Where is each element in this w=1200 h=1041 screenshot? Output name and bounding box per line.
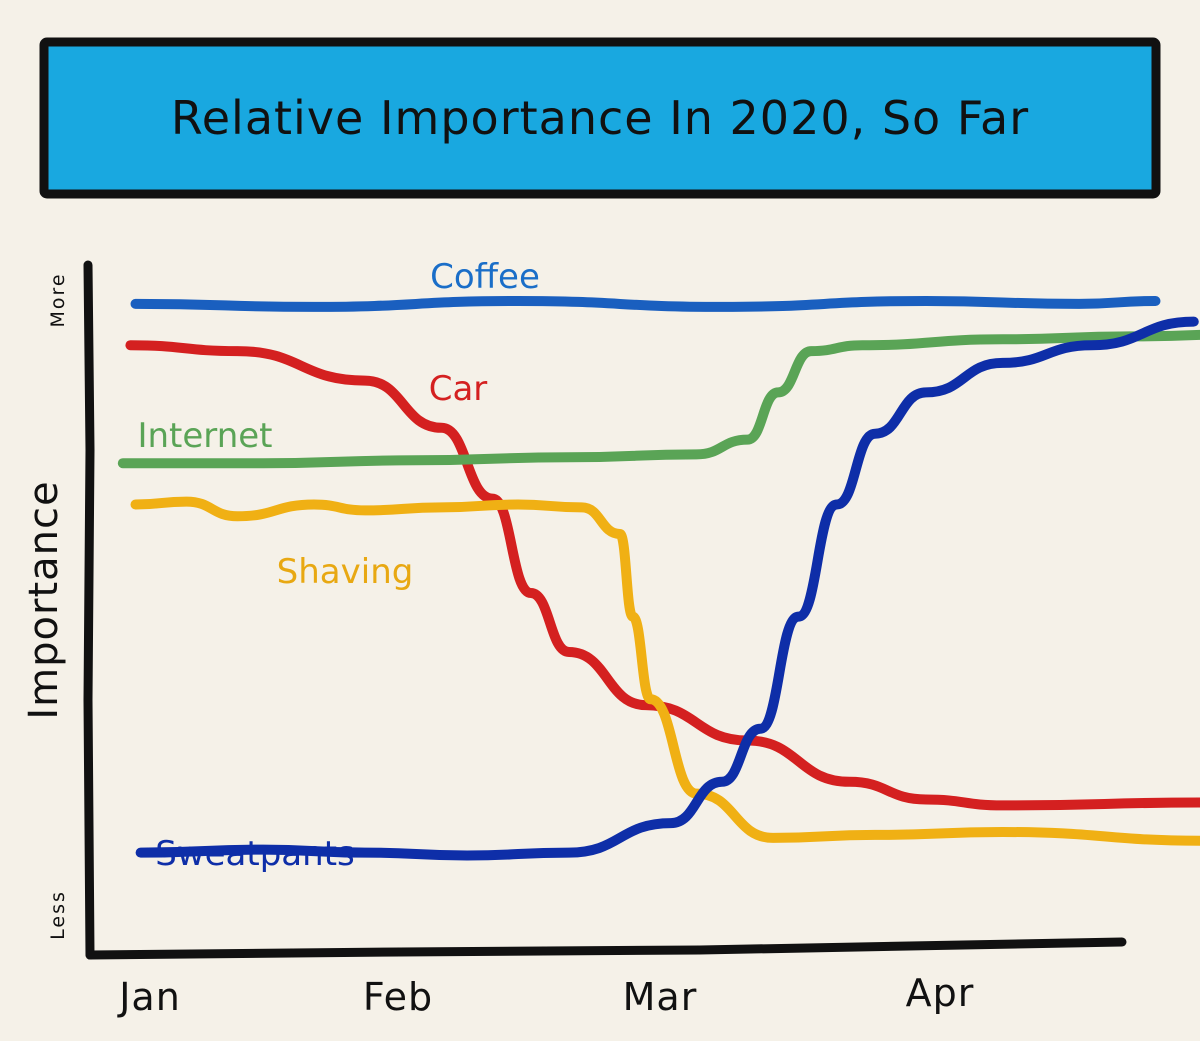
series-lines-group bbox=[117, 296, 1200, 861]
series-line-car bbox=[125, 340, 1200, 811]
series-label-internet: Internet bbox=[137, 416, 272, 456]
series-line-shaving bbox=[130, 496, 1200, 846]
x-tick-label-jan: Jan bbox=[117, 975, 181, 1019]
chart-title: Relative Importance In 2020, So Far bbox=[171, 91, 1029, 145]
title-banner bbox=[39, 37, 1161, 199]
series-label-sweatpants: Sweatpants bbox=[155, 834, 354, 874]
series-label-car: Car bbox=[429, 369, 488, 409]
x-tick-label-mar: Mar bbox=[623, 975, 698, 1019]
x-axis bbox=[85, 937, 1127, 960]
y-axis bbox=[83, 260, 95, 960]
series-label-shaving: Shaving bbox=[277, 552, 414, 592]
series-line-coffee bbox=[130, 296, 1161, 312]
series-line-internet bbox=[117, 329, 1200, 469]
y-scale-low-label: Less bbox=[47, 890, 69, 940]
y-scale-high-label: More bbox=[47, 272, 69, 327]
series-line-sweatpants bbox=[135, 316, 1199, 861]
x-tick-label-feb: Feb bbox=[363, 975, 433, 1019]
y-axis-title: Importance bbox=[21, 480, 67, 719]
series-label-coffee: Coffee bbox=[430, 257, 540, 297]
x-tick-label-apr: Apr bbox=[906, 971, 975, 1015]
